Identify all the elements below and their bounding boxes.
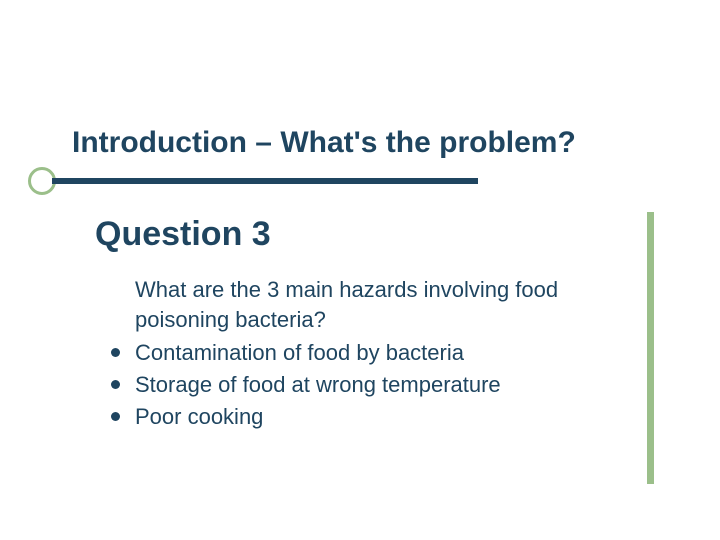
title-area: Introduction – What's the problem? xyxy=(72,125,660,161)
bullet-dot-icon xyxy=(111,348,120,357)
list-item: Contamination of food by bacteria xyxy=(115,338,650,368)
body-content: What are the 3 main hazards involving fo… xyxy=(115,275,650,433)
question-text: What are the 3 main hazards involving fo… xyxy=(115,275,650,334)
bullet-dot-icon xyxy=(111,380,120,389)
list-item: Poor cooking xyxy=(115,402,650,432)
question-heading: Question 3 xyxy=(95,215,271,254)
bullet-dot-icon xyxy=(111,412,120,421)
slide-title: Introduction – What's the problem? xyxy=(72,125,660,161)
vertical-accent-bar xyxy=(647,212,654,484)
title-underline xyxy=(0,170,720,200)
list-item: Storage of food at wrong temperature xyxy=(115,370,650,400)
bullet-text: Contamination of food by bacteria xyxy=(135,340,464,365)
bullet-list: Contamination of food by bacteria Storag… xyxy=(115,338,650,431)
bullet-text: Poor cooking xyxy=(135,404,263,429)
slide-container: Introduction – What's the problem? Quest… xyxy=(0,0,720,540)
underline-bar xyxy=(52,178,478,184)
bullet-text: Storage of food at wrong temperature xyxy=(135,372,501,397)
